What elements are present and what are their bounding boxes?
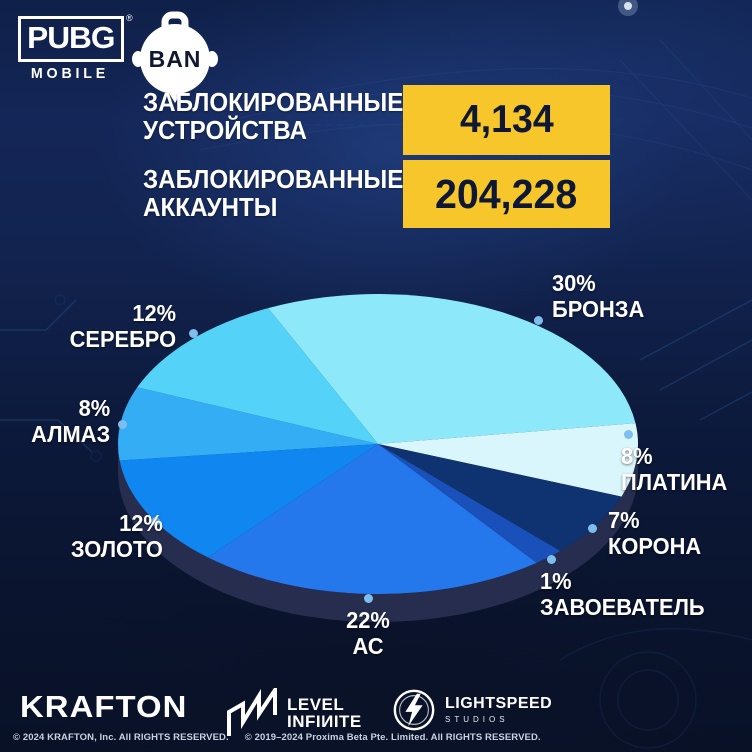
callout-dot-7 — [117, 419, 127, 429]
pie-slice-1 — [268, 294, 636, 444]
copyright-line: © 2024 KRAFTON, Inc. All RIGHTS RESERVED… — [13, 732, 541, 743]
pie-label-6: 12% ЗОЛОТО — [66, 510, 163, 562]
callout-dot-5 — [363, 593, 373, 603]
pie-label-name: АЛМАЗ — [30, 421, 110, 447]
lightspeed-logo: LIGHTSPEED STUDIOS — [391, 687, 552, 733]
blocked-accounts-value: 204,228 — [435, 170, 578, 217]
pie-label-percent: 1% — [540, 568, 572, 594]
registered-mark: ® — [125, 13, 133, 23]
blocked-devices-value-box: 4,134 — [403, 85, 610, 155]
pubg-mobile-logo: PUBG ® MOBILE — [18, 13, 133, 82]
level-infinite-icon — [227, 688, 277, 736]
blocked-accounts-value-box: 204,228 — [403, 160, 610, 228]
pie-label-percent: 22% — [346, 607, 390, 633]
pie-label-percent: 8% — [621, 443, 653, 469]
callout-dot-6 — [150, 516, 160, 526]
blocked-accounts-label: ЗАБЛОКИРОВАННЫЕ АККАУНТЫ — [143, 164, 404, 222]
pie-slice-3 — [378, 444, 622, 551]
pie-label-7: 8% АЛМАЗ — [27, 395, 110, 447]
pie-label-percent: 8% — [78, 395, 110, 421]
lightspeed-icon — [393, 689, 435, 731]
lightspeed-line2: STUDIOS — [445, 715, 509, 724]
pubg-mobile-text: MOBILE — [30, 65, 110, 82]
pie-label-8: 12% СЕРЕБРО — [64, 300, 176, 352]
pie-label-percent: 30% — [552, 270, 596, 296]
glow-dot — [618, 0, 638, 16]
ban-icon-text: BAN — [149, 46, 202, 72]
pie-slice-8 — [137, 308, 378, 444]
callout-dot-1 — [533, 315, 543, 325]
pie-label-name: БРОНЗА — [552, 296, 645, 322]
krafton-logo: KRAFTON — [20, 689, 188, 724]
pie-label-4: 1% ЗАВОЕВАТЕЛЬ — [540, 568, 713, 620]
blocked-devices-label: ЗАБЛОКИРОВАННЫЕ УСТРОЙСТВА — [143, 87, 404, 145]
pubg-logo-text: PUBG — [27, 20, 115, 55]
pie-label-name: АС — [352, 633, 384, 659]
pie-slice-2 — [378, 423, 639, 497]
pie-slice-6 — [119, 444, 378, 558]
pie-slice-5 — [207, 444, 537, 595]
pie-label-name: СЕРЕБРО — [69, 326, 176, 352]
copyright-krafton: © 2024 KRAFTON, Inc. All RIGHTS RESERVED… — [13, 732, 229, 743]
callout-dot-8 — [188, 328, 198, 338]
callout-dot-4 — [546, 554, 556, 564]
level-infinite-logo: LEVEL INFIИITE — [226, 688, 362, 738]
copyright-proxima: © 2019–2024 Proxima Beta Pte. Limited. A… — [244, 732, 541, 743]
pie-slice-7 — [118, 387, 378, 461]
lightspeed-line1: LIGHTSPEED — [445, 695, 553, 712]
level-infinite-line2: INFIИITE — [287, 712, 362, 731]
pie-label-name: ЗОЛОТО — [71, 536, 163, 562]
pie-label-percent: 12% — [132, 300, 176, 326]
pie-label-name: ПЛАТИНА — [621, 469, 728, 495]
pie-side-wall — [118, 444, 638, 622]
pie-label-5: 22% АС — [345, 607, 391, 659]
pie-label-1: 30% БРОНЗА — [552, 270, 649, 322]
level-infinite-line1: LEVEL — [287, 695, 345, 714]
pie-label-percent: 12% — [119, 510, 163, 536]
blocked-devices-value: 4,134 — [459, 98, 554, 141]
callout-dot-2 — [623, 429, 633, 439]
pie-label-3: 7% КОРОНА — [608, 507, 706, 559]
pie-label-percent: 7% — [608, 507, 640, 533]
pie-slice-4 — [378, 444, 561, 563]
pubg-logo-box: PUBG ® — [18, 13, 133, 62]
lightning-bolt — [405, 693, 423, 727]
pie-label-name: ЗАВОЕВАТЕЛЬ — [540, 594, 705, 620]
ban-pan-icon: BAN — [132, 11, 218, 103]
footer: KRAFTON LEVEL INFIИITE LIGHTSPEED STUDIO… — [0, 668, 752, 752]
callout-dot-3 — [587, 523, 597, 533]
pie-label-2: 8% ПЛАТИНА — [621, 443, 733, 495]
pie-label-name: КОРОНА — [608, 533, 702, 559]
